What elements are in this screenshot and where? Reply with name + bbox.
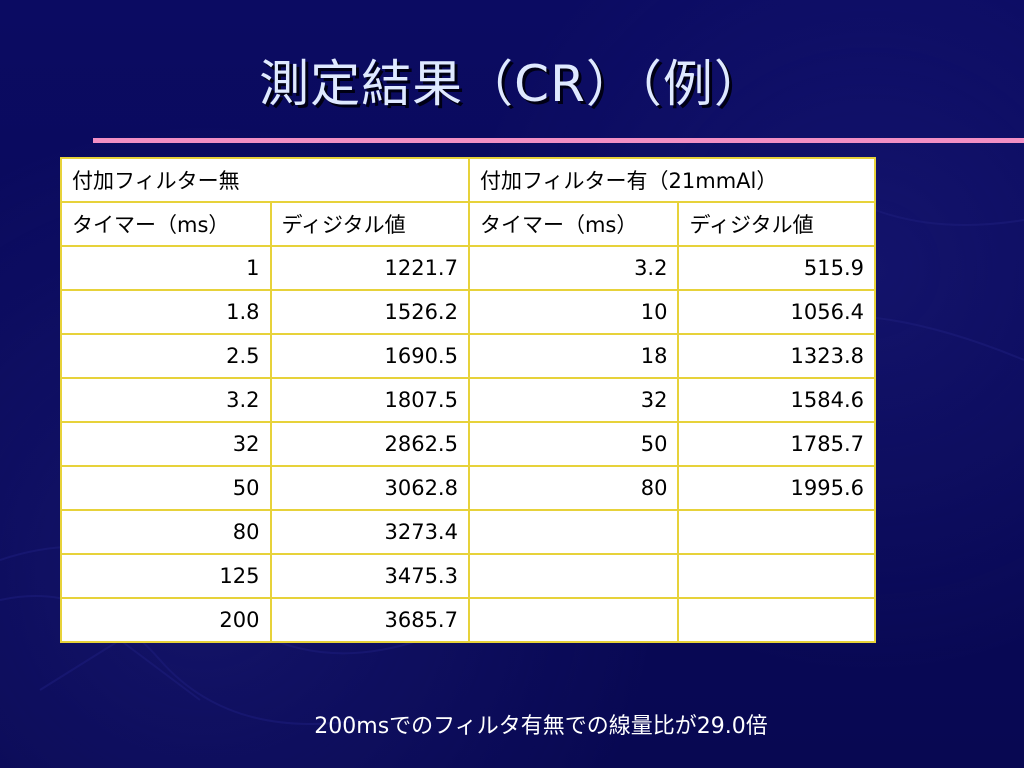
table-cell: 1323.8 — [677, 333, 876, 379]
table-row: 1 1221.7 3.2 515.9 — [60, 245, 876, 291]
table-cell: 10 — [467, 289, 680, 335]
table-cell — [467, 597, 680, 643]
table-cell: 1221.7 — [269, 245, 470, 291]
table-cell: 1584.6 — [677, 377, 876, 423]
table-cell: 80 — [467, 465, 680, 511]
group-header-row: 付加フィルター無 付加フィルター有（21mmAl） — [60, 157, 877, 203]
table-cell: 50 — [60, 465, 272, 511]
column-header-timer: タイマー（ms） — [60, 201, 272, 247]
table-cell: 3475.3 — [269, 553, 470, 599]
table-row: 125 3475.3 — [60, 553, 876, 599]
table-cell: 50 — [467, 421, 680, 467]
group-header-no-filter: 付加フィルター無 — [60, 157, 470, 203]
table-cell: 2.5 — [60, 333, 272, 379]
slide-title: 測定結果（CR）（例） — [259, 55, 765, 113]
table-cell: 1.8 — [60, 289, 272, 335]
table-cell: 80 — [60, 509, 272, 555]
group-header-with-filter: 付加フィルター有（21mmAl） — [467, 157, 877, 203]
table-cell: 1807.5 — [269, 377, 470, 423]
table-row: 3.2 1807.5 32 1584.6 — [60, 377, 876, 423]
column-header-row: タイマー（ms） ディジタル値 タイマー（ms） ディジタル値 — [60, 201, 876, 247]
table-cell: 32 — [467, 377, 680, 423]
table-cell: 18 — [467, 333, 680, 379]
table-row: 50 3062.8 80 1995.6 — [60, 465, 876, 511]
table-cell: 1056.4 — [677, 289, 876, 335]
table-cell — [467, 509, 680, 555]
column-header-digital-value: ディジタル値 — [677, 201, 876, 247]
table-row: 80 3273.4 — [60, 509, 876, 555]
table-cell: 3685.7 — [269, 597, 470, 643]
table-row: 2.5 1690.5 18 1323.8 — [60, 333, 876, 379]
table-cell: 1690.5 — [269, 333, 470, 379]
table-cell: 200 — [60, 597, 272, 643]
table-cell: 515.9 — [677, 245, 876, 291]
column-header-timer: タイマー（ms） — [467, 201, 680, 247]
table-cell: 125 — [60, 553, 272, 599]
table-cell — [677, 553, 876, 599]
measurement-table: 付加フィルター無 付加フィルター有（21mmAl） タイマー（ms） ディジタル… — [60, 157, 877, 643]
table-cell: 1785.7 — [677, 421, 876, 467]
column-header-digital-value: ディジタル値 — [269, 201, 470, 247]
table-cell: 3273.4 — [269, 509, 470, 555]
table-cell: 1995.6 — [677, 465, 876, 511]
table-cell: 32 — [60, 421, 272, 467]
table-cell: 1 — [60, 245, 272, 291]
table-cell — [677, 509, 876, 555]
table-cell — [467, 553, 680, 599]
table-row: 32 2862.5 50 1785.7 — [60, 421, 876, 467]
table-cell: 3.2 — [60, 377, 272, 423]
table-cell: 1526.2 — [269, 289, 470, 335]
table-row: 200 3685.7 — [60, 597, 876, 643]
table-cell: 3062.8 — [269, 465, 470, 511]
footer-note: 200msでのフィルタ有無での線量比が29.0倍 — [314, 714, 768, 739]
table-cell — [677, 597, 876, 643]
table-cell: 3.2 — [467, 245, 680, 291]
table-cell: 2862.5 — [269, 421, 470, 467]
title-underline — [93, 138, 1024, 143]
table-row: 1.8 1526.2 10 1056.4 — [60, 289, 876, 335]
